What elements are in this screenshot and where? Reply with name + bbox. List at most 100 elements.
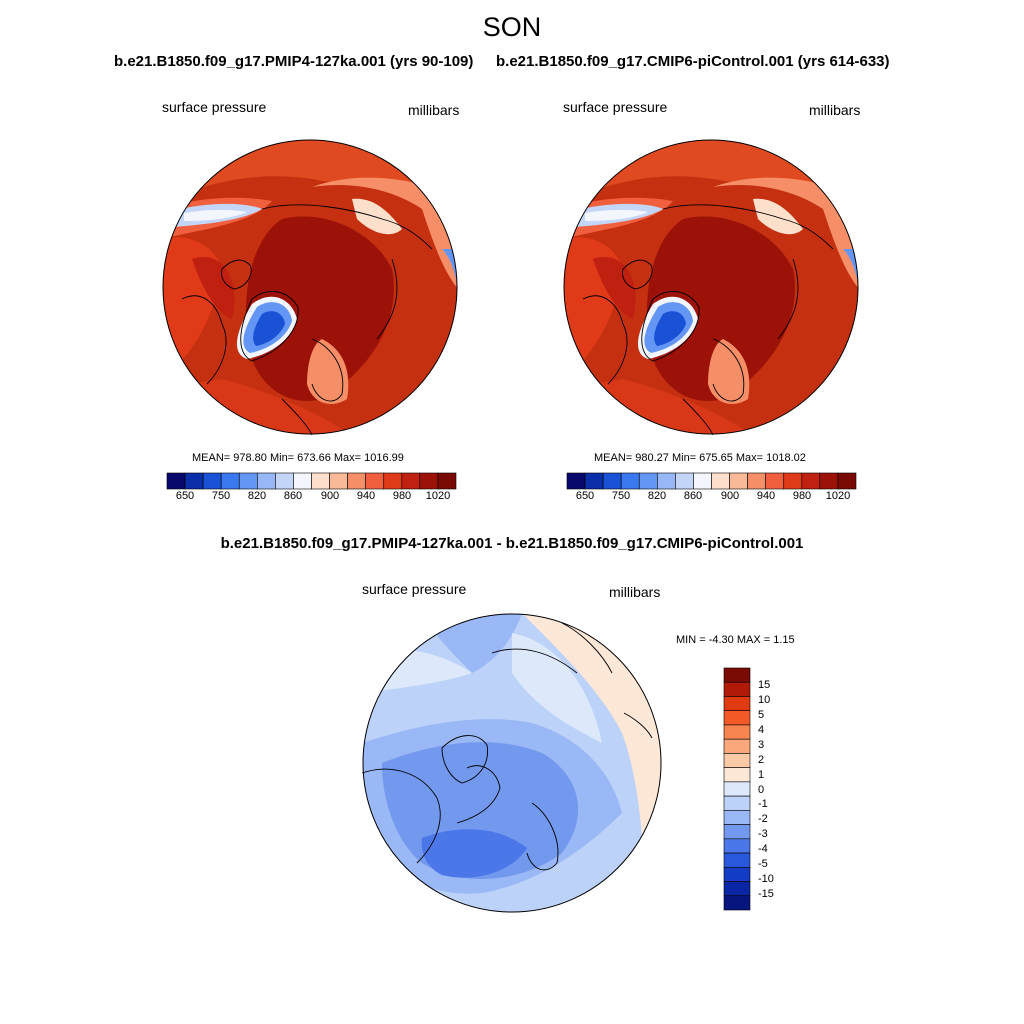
colorbar-swatch [275,472,294,490]
colorbar-swatch [166,472,186,490]
colorbar-swatch [675,472,694,490]
right-colorbar-tick: 860 [683,490,703,502]
diff-colorbar-tick: -4 [758,843,768,855]
difference-polar-map [361,613,662,913]
left-polar-map [162,139,458,436]
right-colorbar-tick: 980 [792,490,812,502]
left-colorbar-tick: 900 [320,490,340,502]
colorbar-swatch [723,866,751,882]
right-colorbar-tick: 900 [720,490,740,502]
right-colorbar-tick: 940 [756,490,776,502]
diff-colorbar-tick: -15 [758,888,774,900]
left-colorbar-tick: 940 [356,490,376,502]
colorbar-swatch [747,472,766,490]
colorbar-swatch [723,795,751,811]
colorbar-swatch [329,472,348,490]
colorbar-swatch [723,810,751,825]
diff-variable-label: surface pressure [362,581,467,597]
colorbar-swatch [783,472,803,490]
colorbar-swatch [723,895,751,911]
left-stats: MEAN= 978.80 Min= 673.66 Max= 1016.99 [192,452,404,464]
colorbar-swatch [347,472,366,490]
colorbar-swatch [723,696,751,712]
diff-colorbar-tick: 1 [758,769,765,781]
colorbar-swatch [584,472,604,490]
diff-colorbar-tick: -2 [758,813,768,825]
diff-colorbar-tick: 15 [758,679,771,691]
right-stats: MEAN= 980.27 Min= 675.65 Max= 1018.02 [594,452,806,464]
diff-colorbar-tick: -5 [758,858,768,870]
colorbar-swatch [723,781,751,797]
diff-colorbar [723,667,751,911]
colorbar-swatch [257,472,276,490]
left-colorbar-labels: 650 750 820 860 900 940 980 1020 [167,490,456,506]
colorbar-swatch [602,472,622,490]
diff-colorbar-tick: 5 [758,709,765,721]
colorbar-swatch [711,472,730,490]
colorbar-swatch [723,724,751,740]
colorbar-swatch [723,738,751,754]
colorbar-swatch [566,472,586,490]
colorbar-swatch [723,667,751,683]
colorbar-swatch [723,824,751,840]
colorbar-swatch [693,472,712,490]
colorbar-swatch [729,472,748,490]
figure-title: SON [482,12,542,42]
colorbar-swatch [311,472,330,490]
colorbar-swatch [184,472,204,490]
colorbar-swatch [657,472,676,490]
colorbar-swatch [620,472,640,490]
right-colorbar [566,472,857,490]
diff-colorbar-tick: -1 [758,798,768,810]
diff-colorbar-tick: 2 [758,754,765,766]
colorbar-swatch [723,881,751,897]
left-colorbar [166,472,457,490]
colorbar-swatch [365,472,385,490]
diff-colorbar-tick: 3 [758,739,765,751]
colorbar-swatch [293,472,312,490]
colorbar-swatch [723,838,751,854]
right-colorbar-tick: 1020 [825,490,851,502]
colorbar-swatch [638,472,658,490]
colorbar-swatch [801,472,821,490]
right-panel-title: b.e21.B1850.f09_g17.CMIP6-piControl.001 … [496,53,890,70]
colorbar-swatch [723,852,751,868]
diff-colorbar-tick: 0 [758,784,765,796]
right-colorbar-tick: 750 [611,490,631,502]
colorbar-swatch [202,472,222,490]
colorbar-swatch [837,472,857,490]
diff-colorbar-tick: 4 [758,724,765,736]
colorbar-swatch [765,472,785,490]
left-colorbar-tick: 750 [211,490,231,502]
colorbar-swatch [723,753,751,768]
diff-colorbar-tick: -3 [758,828,768,840]
colorbar-swatch [437,472,457,490]
diff-colorbar-tick: 10 [758,694,771,706]
left-colorbar-tick: 650 [175,490,195,502]
colorbar-swatch [401,472,421,490]
diff-units-label: millibars [609,584,661,600]
right-colorbar-tick: 820 [647,490,667,502]
left-colorbar-tick: 1020 [425,490,451,502]
diff-panel-title: b.e21.B1850.f09_g17.PMIP4-127ka.001 - b.… [220,535,804,552]
diff-stats: MIN = -4.30 MAX = 1.15 [676,634,795,646]
left-colorbar-tick: 980 [392,490,412,502]
colorbar-swatch [419,472,439,490]
right-units-label: millibars [809,102,861,118]
left-units-label: millibars [408,102,460,118]
left-colorbar-tick: 820 [247,490,267,502]
colorbar-swatch [220,472,240,490]
colorbar-swatch [723,767,751,783]
right-polar-map [563,139,859,436]
colorbar-swatch [723,710,751,726]
colorbar-swatch [238,472,258,490]
diff-colorbar-tick: -10 [758,873,774,885]
right-colorbar-labels: 650 750 820 860 900 940 980 1020 [567,490,856,506]
left-colorbar-tick: 860 [283,490,303,502]
colorbar-swatch [723,681,751,697]
left-variable-label: surface pressure [162,99,267,115]
diff-colorbar-labels: 15 10 5 4 3 2 1 0 -1 -2 -3 -4 -5 -10 -15 [758,668,798,910]
colorbar-swatch [383,472,403,490]
left-panel-title: b.e21.B1850.f09_g17.PMIP4-127ka.001 (yrs… [114,53,474,70]
right-colorbar-tick: 650 [575,490,595,502]
